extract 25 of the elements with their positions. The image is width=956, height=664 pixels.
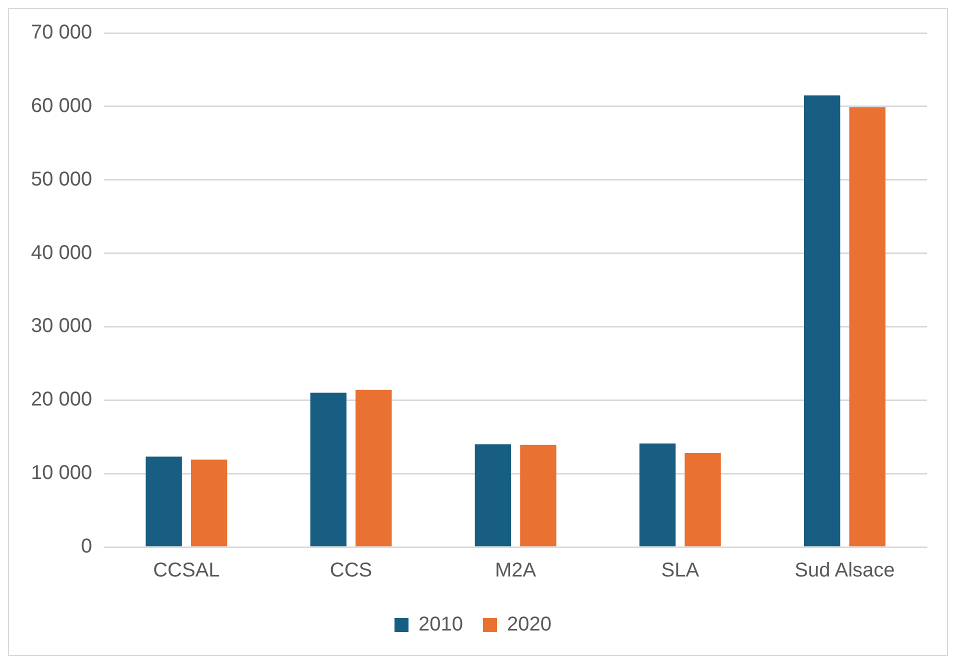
bar	[356, 390, 392, 546]
y-tick-label: 10 000	[31, 462, 92, 484]
bar	[639, 443, 676, 546]
y-tick-label: 0	[81, 536, 92, 558]
legend-label: 2020	[507, 614, 552, 636]
x-tick-label: Sud Alsace	[794, 560, 895, 582]
bar	[474, 444, 512, 546]
bar	[849, 107, 886, 546]
x-tick-label: M2A	[495, 560, 537, 582]
y-tick-label: 40 000	[31, 242, 92, 264]
y-tick-label: 30 000	[31, 315, 92, 338]
bar	[146, 456, 182, 546]
y-tick-label: 50 000	[31, 168, 92, 190]
legend-label: 2010	[418, 614, 464, 636]
bar	[310, 392, 346, 546]
x-tick-label: CCS	[330, 560, 372, 582]
y-tick-label: 20 000	[31, 388, 92, 411]
bar	[190, 460, 228, 546]
x-tick-label: SLA	[661, 560, 700, 582]
y-tick-label: 70 000	[31, 22, 92, 44]
y-tick-label: 60 000	[31, 94, 92, 117]
bar	[804, 95, 840, 546]
bar	[684, 453, 721, 546]
bar	[520, 444, 556, 546]
x-tick-label: CCSAL	[153, 560, 220, 582]
